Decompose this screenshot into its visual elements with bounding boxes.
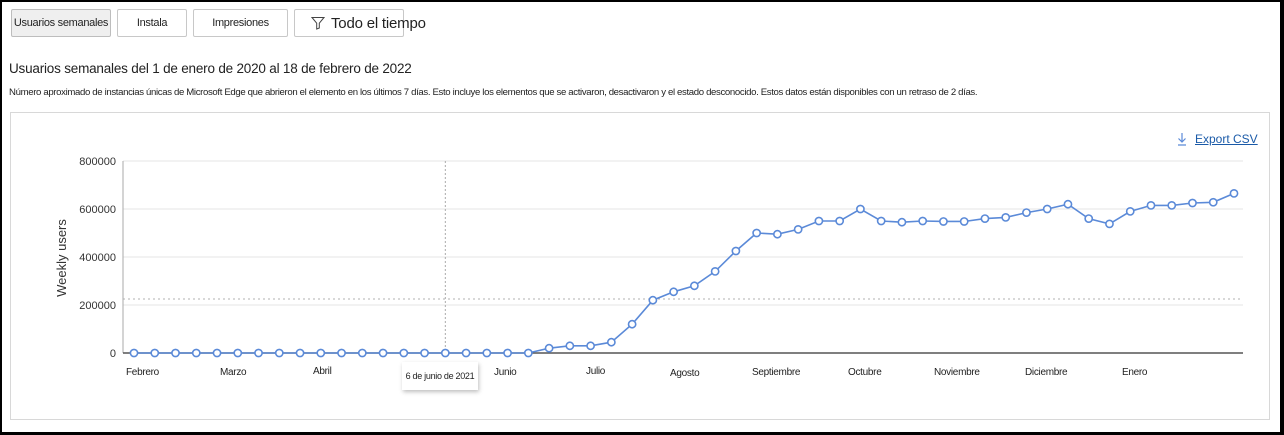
data-point[interactable]: [357, 348, 367, 358]
data-point[interactable]: [897, 217, 907, 227]
data-point[interactable]: [835, 216, 845, 226]
tab-label: Instala: [136, 17, 168, 29]
time-filter-button[interactable]: Todo el tiempo: [294, 9, 426, 37]
data-point[interactable]: [295, 348, 305, 358]
export-label: Export CSV: [1195, 132, 1258, 146]
data-point[interactable]: [503, 348, 512, 358]
tab-weekly-users[interactable]: Usuarios semanales: [11, 9, 111, 37]
data-point[interactable]: [233, 348, 243, 358]
data-point[interactable]: [482, 348, 492, 358]
data-point[interactable]: [814, 216, 824, 226]
data-point[interactable]: [420, 348, 429, 358]
data-point[interactable]: [461, 348, 471, 358]
data-point[interactable]: [689, 281, 699, 291]
data-point[interactable]: [337, 348, 346, 358]
filter-icon: [310, 16, 326, 30]
y-tick-label: 200000: [79, 300, 116, 312]
x-month-label: Junio: [494, 367, 517, 378]
x-month-label: Marzo: [220, 367, 247, 378]
data-point[interactable]: [1125, 206, 1135, 216]
x-month-label: Agosto: [670, 368, 700, 379]
x-month-label: Noviembre: [934, 367, 980, 378]
data-point[interactable]: [1229, 188, 1239, 198]
y-tick-label: 600000: [79, 204, 116, 216]
data-point[interactable]: [1167, 200, 1177, 210]
data-point[interactable]: [316, 348, 326, 358]
data-point[interactable]: [586, 341, 596, 351]
page-title: Usuarios semanales del 1 de enero de 202…: [9, 61, 412, 76]
download-icon: [1178, 133, 1186, 146]
y-axis-label: Weekly users: [54, 219, 69, 297]
data-point[interactable]: [627, 319, 637, 329]
data-point[interactable]: [1208, 197, 1218, 207]
data-point[interactable]: [399, 348, 409, 358]
hover-tooltip: 6 de junio de 2021: [402, 362, 478, 390]
data-point[interactable]: [606, 337, 616, 347]
data-point[interactable]: [1042, 204, 1052, 214]
data-point[interactable]: [254, 348, 263, 358]
data-point[interactable]: [129, 348, 139, 358]
page-description: Número aproximado de instancias únicas d…: [9, 87, 978, 98]
data-point[interactable]: [1001, 212, 1011, 222]
data-point[interactable]: [565, 341, 575, 351]
data-point[interactable]: [710, 266, 720, 276]
data-point[interactable]: [752, 228, 762, 238]
tab-label: Usuarios semanales: [13, 17, 109, 29]
series-line: [134, 192, 1235, 354]
y-tick-label: 0: [110, 348, 116, 360]
data-point[interactable]: [1084, 214, 1094, 223]
export-csv-link[interactable]: Export CSV: [1177, 132, 1258, 146]
data-point[interactable]: [918, 216, 928, 226]
data-point[interactable]: [669, 287, 679, 297]
tab-label: Impresiones: [212, 17, 269, 29]
data-point[interactable]: [876, 216, 886, 226]
data-point[interactable]: [1063, 199, 1073, 209]
x-month-label: Julio: [586, 366, 606, 377]
data-point[interactable]: [856, 204, 865, 214]
x-month-label: Septiembre: [752, 367, 801, 378]
x-month-label: Enero: [1122, 367, 1148, 378]
data-point[interactable]: [793, 224, 803, 234]
data-point[interactable]: [648, 295, 658, 305]
data-point[interactable]: [440, 348, 450, 358]
data-point[interactable]: [274, 348, 284, 358]
x-month-label: Abril: [313, 366, 332, 377]
x-month-label: Octubre: [848, 367, 882, 378]
data-point[interactable]: [980, 214, 990, 223]
data-point[interactable]: [150, 348, 160, 358]
data-point[interactable]: [378, 348, 388, 358]
data-point[interactable]: [544, 343, 554, 353]
data-point[interactable]: [212, 348, 222, 358]
x-month-label: Febrero: [126, 367, 160, 378]
data-point[interactable]: [772, 229, 782, 239]
data-point[interactable]: [959, 217, 969, 226]
y-tick-label: 400000: [79, 252, 116, 264]
data-point[interactable]: [1022, 208, 1031, 217]
data-point[interactable]: [1105, 219, 1114, 229]
x-month-label: Diciembre: [1025, 367, 1068, 378]
data-point[interactable]: [1188, 198, 1197, 208]
tab-impressions[interactable]: Impresiones: [193, 9, 288, 37]
data-point[interactable]: [171, 348, 180, 358]
data-point[interactable]: [1146, 200, 1156, 210]
time-filter-label: Todo el tiempo: [331, 14, 426, 32]
chart-container: [10, 112, 1270, 420]
data-point[interactable]: [523, 348, 533, 358]
tab-installs[interactable]: Instala: [117, 9, 187, 37]
data-point[interactable]: [731, 246, 741, 256]
data-point[interactable]: [191, 348, 201, 358]
data-point[interactable]: [939, 217, 948, 226]
y-tick-label: 800000: [79, 156, 116, 168]
